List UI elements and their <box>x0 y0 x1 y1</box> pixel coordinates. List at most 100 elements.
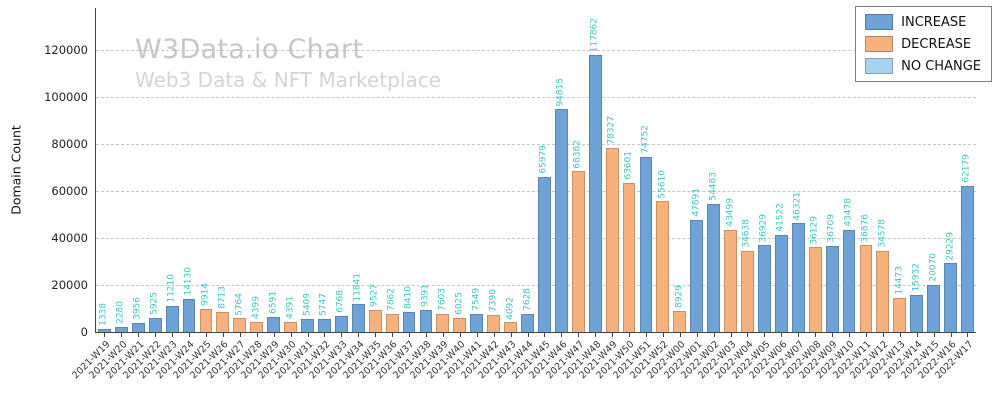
bar-2021-W29 <box>267 316 281 332</box>
bar-value-label: 7549 <box>471 288 482 312</box>
bar-column: 15932 <box>908 8 925 337</box>
bar-value-label: 36876 <box>860 213 871 243</box>
legend-label-decrease: DECREASE <box>901 36 972 52</box>
bar-column: 55610 <box>654 8 671 337</box>
bar-column: 78327 <box>604 8 621 337</box>
gridline <box>96 96 976 98</box>
bar-2022-W07 <box>791 223 805 332</box>
legend-item-decrease: DECREASE <box>865 36 981 52</box>
bar-column: 8410 <box>401 8 418 337</box>
bar-2021-W20 <box>114 326 128 332</box>
bar-value-label: 4391 <box>285 295 296 319</box>
bar-value-label: 62179 <box>961 154 972 184</box>
bar-value-label: 9914 <box>200 282 211 306</box>
bar-value-label: 36129 <box>809 215 820 245</box>
bar-2022-W00 <box>673 311 687 332</box>
bar-value-label: 3956 <box>132 296 143 320</box>
bar-column: 117862 <box>587 8 604 337</box>
bar-column: 6025 <box>451 8 468 337</box>
y-axis-tick-label: 0 <box>80 325 88 339</box>
bar-column: 11210 <box>164 8 181 337</box>
bar-column: 2280 <box>113 8 130 337</box>
bar-value-label: 36709 <box>826 214 837 243</box>
bar-value-label: 78327 <box>606 116 617 146</box>
bar-2021-W27 <box>233 318 247 332</box>
bar-value-label: 7603 <box>437 288 448 312</box>
y-axis-label: Domain Count <box>8 125 24 215</box>
bar-2022-W14 <box>910 294 924 332</box>
bar-2021-W36 <box>385 313 399 332</box>
bar-2021-W45 <box>537 177 551 332</box>
gridline <box>96 143 976 145</box>
bar-2021-W24 <box>182 298 196 332</box>
bar-2021-W44 <box>521 314 534 332</box>
bar-2022-W02 <box>707 204 721 332</box>
bar-value-label: 117862 <box>589 17 600 53</box>
bar-2021-W37 <box>402 312 416 332</box>
legend-item-no-change: NO CHANGE <box>865 58 981 74</box>
bar-column: 7603 <box>434 8 451 337</box>
bar-column: 6768 <box>333 8 350 337</box>
bar-column: 63601 <box>621 8 638 337</box>
bar-column: 14130 <box>181 8 198 337</box>
bar-value-label: 4092 <box>505 296 516 320</box>
bar-value-label: 14473 <box>894 266 905 296</box>
bar-column: 36929 <box>756 8 773 337</box>
bar-value-label: 47891 <box>691 187 702 217</box>
bar-column: 29229 <box>942 8 959 337</box>
bar-column: 9914 <box>198 8 215 337</box>
bar-column: 68382 <box>570 8 587 337</box>
bar-column: 94815 <box>553 8 570 337</box>
bar-column: 9391 <box>418 8 435 337</box>
bar-2021-W38 <box>419 309 433 332</box>
bar-column: 36709 <box>824 8 841 337</box>
bar-value-label: 6768 <box>335 290 346 314</box>
bar-column: 7549 <box>468 8 485 337</box>
bar-value-label: 9391 <box>420 284 431 307</box>
bar-value-label: 54483 <box>708 172 719 202</box>
y-axis-tick-label: 40000 <box>51 231 88 246</box>
gridline <box>96 284 976 286</box>
bar-column: 5409 <box>299 8 316 337</box>
bar-2021-W39 <box>436 314 450 332</box>
bar-value-label: 20070 <box>928 253 939 282</box>
bar-2021-W50 <box>622 182 636 332</box>
bar-column: 14473 <box>891 8 908 337</box>
bar-2022-W08 <box>808 247 822 332</box>
bar-value-label: 41522 <box>775 202 786 232</box>
bar-column: 47891 <box>688 8 705 337</box>
bar-2021-W34 <box>351 304 365 332</box>
bar-column: 4391 <box>282 8 299 337</box>
legend-item-increase: INCREASE <box>865 14 981 30</box>
bar-2022-W03 <box>724 229 737 332</box>
bar-value-label: 43478 <box>843 198 854 227</box>
gridline <box>96 49 976 51</box>
legend-swatch-no-change <box>865 58 894 74</box>
bar-value-label: 63601 <box>623 151 634 180</box>
bar-column: 4399 <box>248 8 265 337</box>
bar-column: 8929 <box>671 8 688 337</box>
bar-2022-W15 <box>927 284 941 332</box>
bar-column: 34638 <box>739 8 756 337</box>
bar-2021-W51 <box>639 156 653 332</box>
bar-2022-W16 <box>944 263 957 332</box>
bar-2021-W30 <box>284 321 298 332</box>
bar-2022-W17 <box>961 186 974 332</box>
bar-column: 5747 <box>316 8 333 337</box>
bar-column: 8713 <box>214 8 231 337</box>
y-axis-tick-label: 20000 <box>51 278 88 293</box>
y-axis-tick-label: 80000 <box>51 137 88 152</box>
bar-value-label: 43499 <box>725 198 736 227</box>
bar-column: 11841 <box>350 8 367 337</box>
gridline <box>96 190 976 192</box>
bar-column: 41522 <box>773 8 790 337</box>
bars-container: 1338 2280 3956 5925 11210 14130 9914 8713 5764 43… <box>96 8 976 337</box>
bar-2022-W05 <box>757 245 771 332</box>
bar-2021-W23 <box>165 305 179 332</box>
bar-column: 43499 <box>722 8 739 337</box>
bar-2021-W49 <box>605 148 619 332</box>
bar-2021-W40 <box>453 317 467 332</box>
bar-column: 54483 <box>705 8 722 337</box>
bar-column: 4092 <box>502 8 519 337</box>
